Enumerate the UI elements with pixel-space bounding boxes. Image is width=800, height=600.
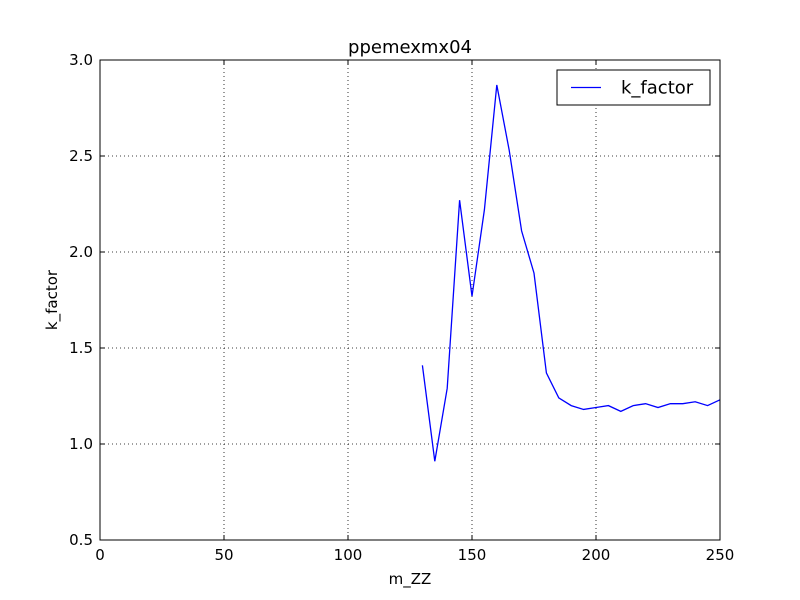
plot-frame bbox=[99, 59, 721, 541]
x-axis-title: m_ZZ bbox=[389, 570, 432, 589]
y-tick-label: 0.5 bbox=[69, 531, 93, 549]
x-tick-label: 100 bbox=[334, 546, 363, 564]
y-tick-label: 2.5 bbox=[69, 147, 93, 165]
legend: k_factor bbox=[556, 69, 711, 106]
legend-label: k_factor bbox=[621, 78, 694, 99]
y-tick-label: 3.0 bbox=[69, 51, 93, 69]
series-layer bbox=[421, 84, 721, 462]
y-axis-title: k_factor bbox=[43, 269, 62, 330]
x-tick-label: 150 bbox=[458, 546, 487, 564]
x-tick-label: 200 bbox=[582, 546, 611, 564]
x-tick-label: 50 bbox=[214, 546, 233, 564]
y-tick-label: 1.0 bbox=[69, 435, 93, 453]
plot-area bbox=[100, 60, 720, 540]
x-tick-label: 250 bbox=[706, 546, 735, 564]
y-tick-label: 1.5 bbox=[69, 339, 93, 357]
series-line bbox=[421, 84, 721, 462]
y-tick-label: 2.0 bbox=[69, 243, 93, 261]
x-tick-label: 0 bbox=[95, 546, 105, 564]
chart-title: ppemexmx04 bbox=[348, 37, 472, 58]
axis-ticks: 0 50 100 150 200 250 0.5 1.0 1.5 2.0 2.5 3.0 bbox=[69, 51, 734, 564]
